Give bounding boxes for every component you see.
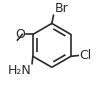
Text: O: O	[15, 28, 25, 41]
Text: Cl: Cl	[79, 49, 91, 62]
Text: Br: Br	[54, 2, 68, 15]
Text: H₂N: H₂N	[8, 64, 31, 77]
